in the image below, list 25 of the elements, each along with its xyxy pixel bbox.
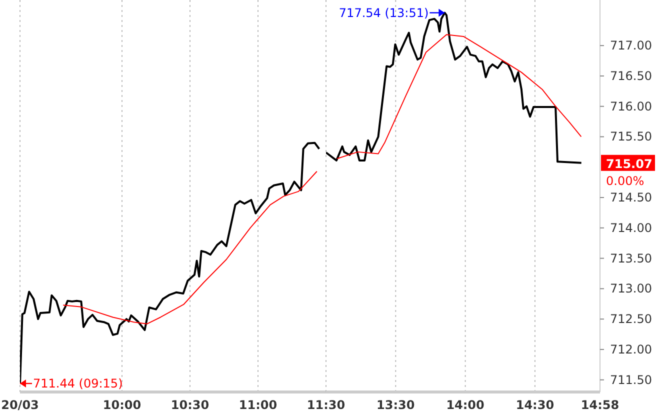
y-tick-label: 712.00 [610, 342, 652, 356]
y-tick-label: 711.50 [610, 372, 652, 387]
y-tick-label: 714.50 [610, 190, 652, 205]
annotation: 711.44 (09:15) [33, 376, 123, 390]
x-tick-label: 14:30 [516, 398, 554, 412]
x-tick-label: 10:30 [170, 398, 210, 412]
text: 0.00% [606, 174, 644, 188]
y-tick-label: 715.50 [610, 130, 652, 144]
x-tick-label: 14:58 [580, 398, 620, 412]
x-tick-label: 10:00 [102, 398, 142, 412]
x-tick-label: 13:30 [376, 398, 415, 412]
y-tick-label: 713.00 [610, 282, 652, 296]
annotation: 717.54 (13:51) [338, 6, 429, 20]
x-tick-label: 11:30 [306, 398, 346, 412]
y-tick-label: 716.00 [610, 99, 652, 114]
y-tick-label: 714.00 [610, 220, 652, 235]
y-tick-label: 713.50 [610, 251, 652, 266]
x-tick-label: 11:00 [238, 398, 278, 412]
line-series [336, 34, 582, 160]
x-tick-label: 20/03 [1, 398, 39, 412]
x-tick-label: 14:00 [446, 398, 484, 412]
text: 715.07 [606, 156, 652, 171]
y-tick-label: 717.00 [610, 38, 652, 53]
y-tick-label: 716.50 [610, 68, 652, 83]
y-tick-label: 712.50 [610, 312, 652, 326]
